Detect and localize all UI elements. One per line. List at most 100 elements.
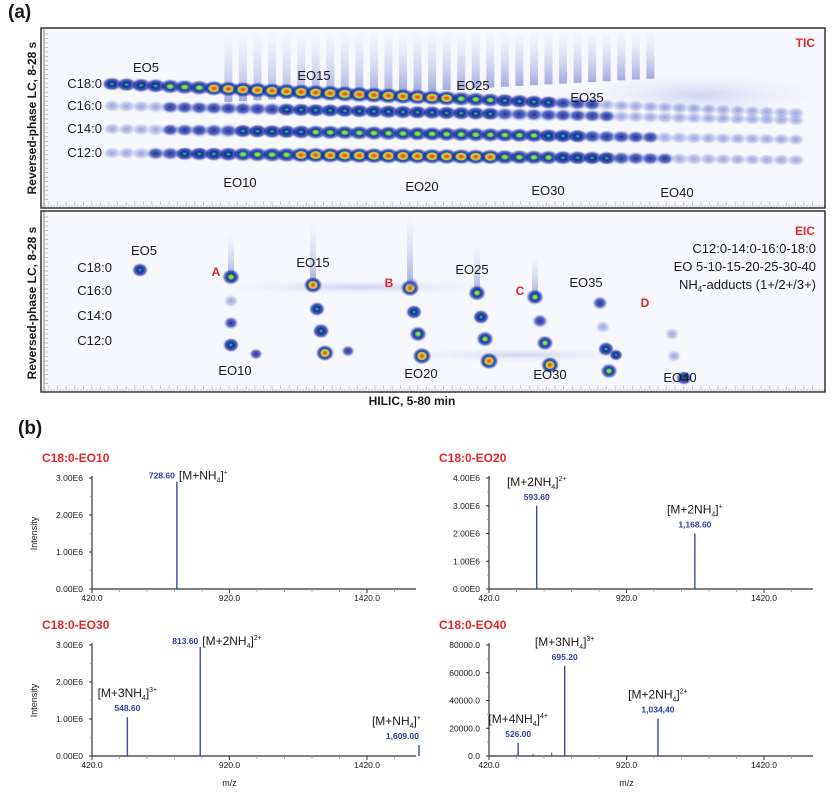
heatmap-spot	[655, 101, 675, 114]
streak	[253, 32, 262, 101]
streak	[238, 32, 247, 102]
streak	[297, 32, 306, 98]
ion-label: [M+2NH4]2+	[628, 688, 688, 704]
heatmap-spot	[757, 113, 776, 126]
heatmap-spot	[405, 304, 423, 320]
y-tick-label: 2.00E6	[453, 529, 480, 539]
heatmap-spot	[582, 109, 602, 123]
mz-label: 695.20	[552, 652, 578, 662]
heatmap-spot	[174, 146, 196, 161]
eic-title: EIC	[795, 224, 815, 238]
ion-label: [M+3NH4]3+	[98, 686, 158, 702]
heatmap-spot	[203, 123, 224, 138]
streak	[428, 32, 437, 91]
streak	[399, 32, 407, 93]
heatmap-spot	[523, 107, 545, 122]
marker-a: A	[212, 265, 221, 279]
heatmap-spot	[538, 95, 559, 110]
heatmap-spot	[728, 112, 747, 126]
spectrum-title: C18:0-EO30	[42, 618, 110, 632]
streak	[340, 32, 349, 96]
heatmap-spot	[625, 151, 646, 166]
heatmap-spot	[222, 337, 240, 353]
y-tick-label: 60000.0	[449, 668, 480, 678]
heatmap-spot	[611, 110, 631, 123]
heatmap-spot	[436, 105, 458, 121]
heatmap-spot	[232, 101, 254, 116]
ion-label: [M+2NH4]+	[667, 503, 723, 519]
heatmap-spot	[536, 335, 554, 351]
heatmap-spot	[713, 153, 733, 166]
heatmap-spot	[597, 98, 617, 112]
streak	[588, 32, 597, 82]
streak	[457, 32, 466, 90]
heatmap-spot	[247, 101, 268, 117]
heatmap-spot	[625, 130, 646, 144]
heatmap-spot	[131, 146, 151, 160]
heatmap-spot	[669, 152, 690, 166]
y-tick-label: 2.00E6	[56, 510, 83, 520]
heatmap-spot	[276, 102, 297, 117]
heatmap-spot	[146, 100, 166, 114]
eo-label: EO15	[296, 255, 329, 270]
heatmap-spot	[312, 323, 330, 339]
heatmap-spot	[567, 128, 589, 144]
streak	[573, 32, 582, 83]
row-label: C18:0	[77, 260, 112, 275]
streak	[442, 32, 451, 90]
eo-label: EO5	[133, 60, 159, 75]
vertical-streaks	[224, 32, 655, 102]
heatmap-spot	[553, 108, 574, 123]
heatmap-spot	[552, 96, 574, 111]
heatmap-spots	[131, 262, 693, 386]
heatmap-spot	[117, 100, 136, 113]
vertical-streaks	[228, 215, 538, 297]
heatmap-spot	[699, 103, 718, 116]
heatmap-spot	[218, 101, 239, 116]
x-tick-label: 920.0	[616, 593, 638, 603]
heatmap-spot	[221, 268, 241, 286]
heatmap-spot	[786, 153, 805, 167]
heatmap-spot	[626, 99, 646, 113]
heatmap-spot	[467, 284, 487, 302]
heatmap-spot	[591, 295, 609, 311]
y-tick-label: 3.00E6	[56, 640, 83, 650]
heatmap-spot	[102, 122, 122, 136]
heatmap-spot	[670, 101, 689, 115]
x-axis-label: HILIC, 5-80 min	[369, 394, 456, 408]
plot-background	[41, 211, 825, 392]
heatmap-spot	[609, 349, 623, 361]
y-tick-label: 1.00E6	[453, 556, 480, 566]
heatmap-spot	[223, 316, 239, 330]
heatmap-spot	[145, 146, 166, 161]
heatmap-spot	[540, 356, 560, 374]
y-axis-label: Reversed-phase LC, 8-28 s	[25, 41, 39, 194]
heatmap-spot	[531, 313, 549, 329]
heatmap-spot	[655, 111, 675, 124]
streak	[369, 32, 378, 94]
heatmap-spot	[597, 109, 617, 123]
heatmap-spot	[479, 352, 499, 370]
x-axis-label: m/z	[619, 778, 634, 788]
y-tick-label: 3.00E6	[56, 473, 83, 483]
eo-label: EO15	[297, 68, 330, 83]
heatmap-spot	[728, 132, 747, 145]
x-axis-label: m/z	[222, 778, 237, 788]
ion-label: [M+2NH4]2+	[507, 475, 567, 491]
streak	[474, 245, 480, 293]
heatmap-spot	[408, 325, 428, 343]
heatmap-spot	[567, 96, 588, 111]
heatmap-spot	[315, 344, 335, 362]
heatmap-spot	[160, 146, 181, 161]
heatmap-spot	[308, 301, 326, 317]
heatmap-spot	[772, 153, 791, 167]
heatmap-spot	[713, 103, 733, 117]
heatmap-spot	[675, 370, 693, 386]
heatmap-spot	[640, 151, 661, 166]
heatmap-spot	[305, 103, 327, 118]
heatmap-spot	[479, 106, 501, 121]
streak	[515, 32, 524, 86]
heatmap-spot	[131, 123, 151, 136]
heatmap-spot	[655, 152, 675, 166]
heatmap-spot	[772, 113, 791, 126]
